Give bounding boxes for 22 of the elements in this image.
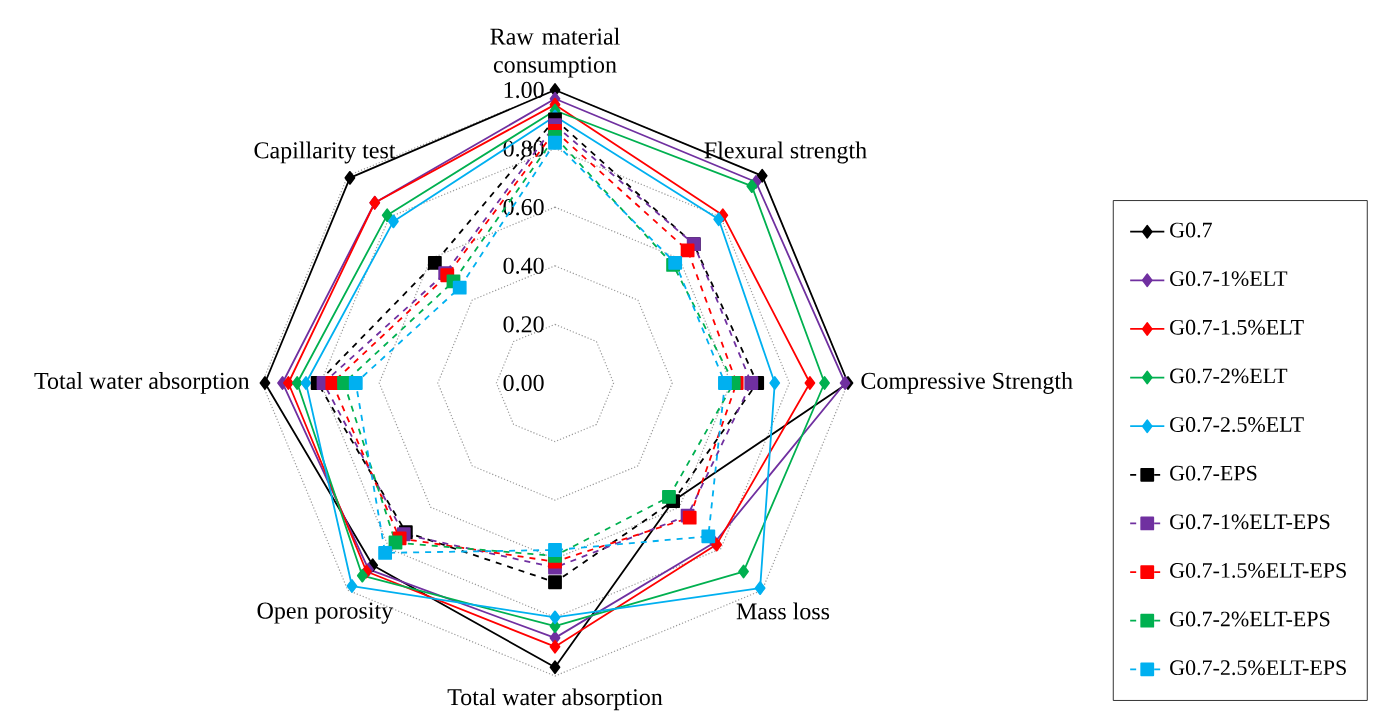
legend-label: G0.7-1%ELT xyxy=(1170,271,1288,287)
legend-label: G0.7-2.5%ELT xyxy=(1170,417,1304,433)
y-tick-label: 0.20 xyxy=(503,316,544,333)
legend-label: G0.7-2%ELT-EPS xyxy=(1170,611,1330,627)
legend-label: G0.7 xyxy=(1170,222,1212,238)
y-tick-label: 0.00 xyxy=(503,374,544,392)
y-tick-label: 1.00 xyxy=(504,81,544,99)
legend-label: G0.7-1.5%ELT xyxy=(1170,319,1304,335)
legend-label: G0.7-1.5%ELT-EPS xyxy=(1170,562,1346,578)
spoke-label: Mass loss xyxy=(736,602,830,620)
spoke-label: Capillarity test xyxy=(254,141,396,164)
spoke-label: Compressive Strength xyxy=(861,372,1073,394)
legend-label: G0.7-2%ELT xyxy=(1170,368,1288,384)
spoke-label: Total water absorption xyxy=(34,372,250,394)
y-tick-label: 0.40 xyxy=(503,257,544,274)
legend-label: G0.7-1%ELT-EPS xyxy=(1170,514,1330,530)
spoke-label: Open porosity xyxy=(257,602,394,624)
spoke-label: Raw material consumption xyxy=(490,27,620,78)
legend-label: G0.7-2.5%ELT-EPS xyxy=(1170,660,1346,676)
legend-label: G0.7-EPS xyxy=(1170,465,1257,481)
spoke-label: Flexural strength xyxy=(704,141,867,164)
spoke-label: Total water absorption xyxy=(447,688,663,711)
